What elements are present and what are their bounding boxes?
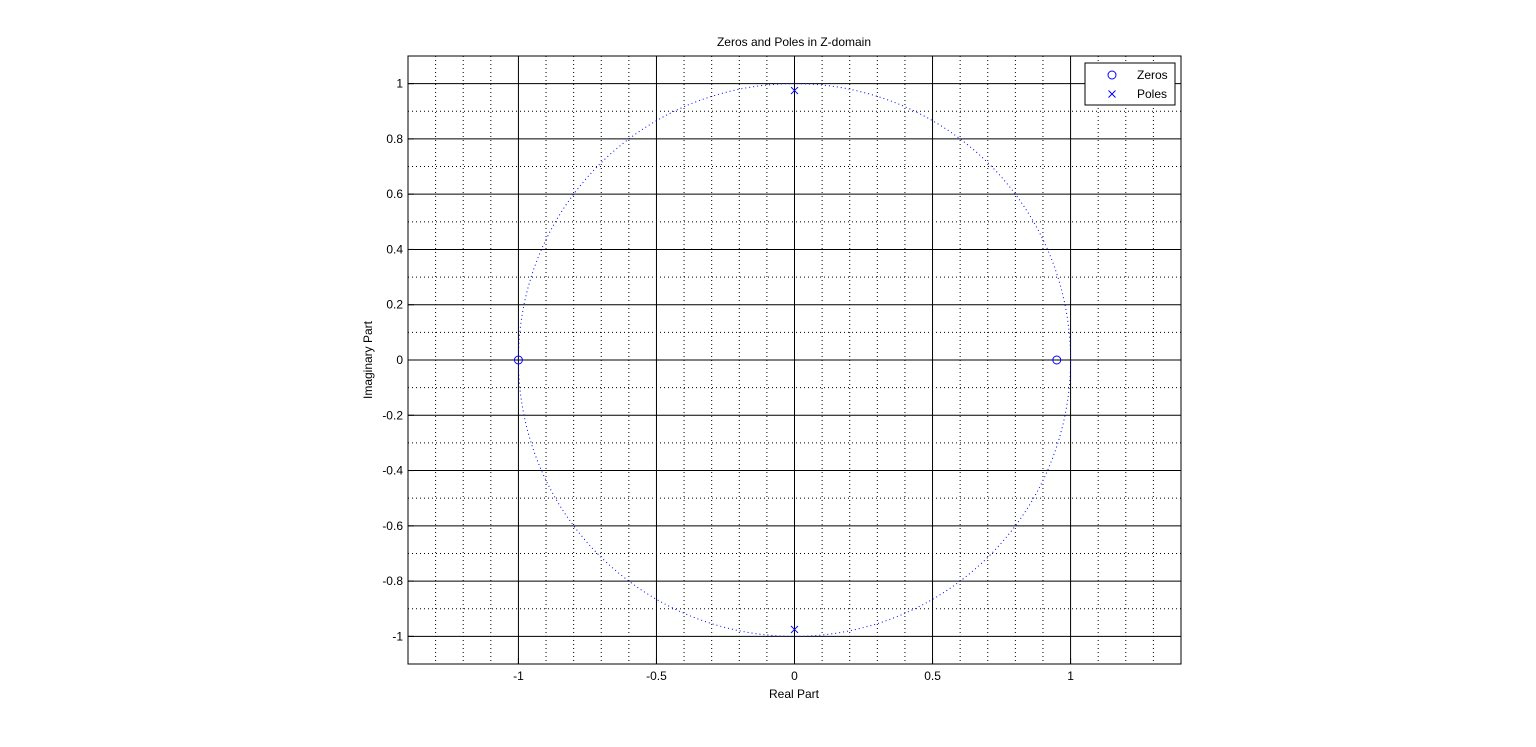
y-tick-label: 0.8	[386, 132, 403, 146]
legend-entry-zeros: Zeros	[1137, 68, 1168, 82]
chart-title: Zeros and Poles in Z-domain	[717, 35, 871, 49]
x-tick-label: 0	[791, 669, 798, 683]
x-tick-label: 0.5	[924, 669, 941, 683]
x-axis-label: Real Part	[769, 687, 820, 701]
y-tick-label: -0.6	[382, 519, 403, 533]
x-tick-label: -0.5	[646, 669, 667, 683]
y-tick-label: 0	[396, 353, 403, 367]
legend-poles-marker-icon	[1108, 90, 1116, 98]
legend: Zeros Poles	[1084, 62, 1176, 106]
x-tick-label: 1	[1067, 669, 1074, 683]
legend-zeros-marker-icon	[1107, 70, 1117, 80]
y-tick-label: -1	[392, 629, 403, 643]
pole-marker	[790, 86, 799, 95]
y-tick-label: 1	[396, 77, 403, 91]
y-axis-label: Imaginary Part	[361, 320, 375, 399]
data-points	[513, 86, 1062, 634]
y-tick-label: -0.2	[382, 408, 403, 422]
y-tick-label: 0.2	[386, 298, 403, 312]
zero-marker	[1052, 355, 1062, 365]
legend-box	[1084, 62, 1176, 106]
y-tick-label: -0.4	[382, 464, 403, 478]
y-tick-label: -0.8	[382, 574, 403, 588]
tick-labels: -1 -0.5 0 0.5 1 -1 -0.8 -0.6 -0.4 -0.2 0 0.2 0.4 0.6 0…	[382, 77, 1074, 683]
pole-marker	[790, 625, 799, 634]
y-tick-label: 0.4	[386, 242, 403, 256]
legend-entry-poles: Poles	[1137, 87, 1167, 101]
x-tick-label: -1	[513, 669, 524, 683]
tick-marks	[408, 83, 1072, 664]
grid	[408, 56, 1181, 664]
y-tick-label: 0.6	[386, 187, 403, 201]
zero-marker	[513, 355, 523, 365]
